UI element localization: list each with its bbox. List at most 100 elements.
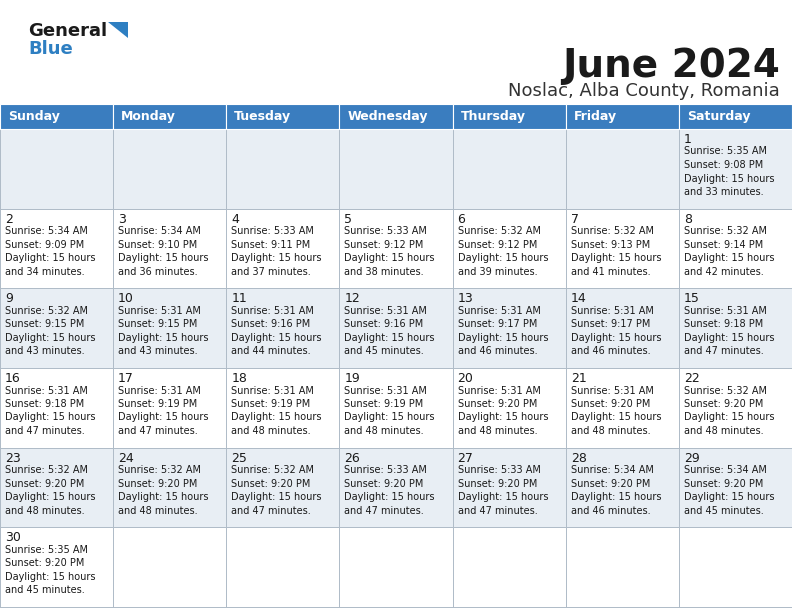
Text: Sunrise: 5:31 AM: Sunrise: 5:31 AM bbox=[5, 386, 88, 395]
Text: 20: 20 bbox=[458, 372, 474, 385]
Text: 18: 18 bbox=[231, 372, 247, 385]
Text: Sunrise: 5:35 AM: Sunrise: 5:35 AM bbox=[683, 146, 767, 157]
Text: Blue: Blue bbox=[28, 40, 73, 58]
Text: 4: 4 bbox=[231, 212, 239, 226]
Text: 10: 10 bbox=[118, 293, 134, 305]
Text: General: General bbox=[28, 22, 107, 40]
Text: Sunset: 9:20 PM: Sunset: 9:20 PM bbox=[5, 558, 85, 569]
Text: Daylight: 15 hours: Daylight: 15 hours bbox=[118, 253, 208, 263]
Text: 22: 22 bbox=[683, 372, 699, 385]
Text: Sunrise: 5:33 AM: Sunrise: 5:33 AM bbox=[231, 226, 314, 236]
Text: Daylight: 15 hours: Daylight: 15 hours bbox=[118, 492, 208, 502]
Bar bbox=[0, 129, 113, 209]
Text: Sunrise: 5:33 AM: Sunrise: 5:33 AM bbox=[345, 226, 428, 236]
Text: Daylight: 15 hours: Daylight: 15 hours bbox=[571, 412, 661, 422]
Text: Sunset: 9:09 PM: Sunset: 9:09 PM bbox=[5, 240, 84, 250]
Text: Daylight: 15 hours: Daylight: 15 hours bbox=[683, 412, 775, 422]
Text: and 38 minutes.: and 38 minutes. bbox=[345, 267, 424, 277]
Text: Sunset: 9:17 PM: Sunset: 9:17 PM bbox=[571, 319, 650, 329]
Text: Sunrise: 5:31 AM: Sunrise: 5:31 AM bbox=[231, 386, 314, 395]
Bar bbox=[340, 288, 452, 368]
Text: Daylight: 15 hours: Daylight: 15 hours bbox=[345, 333, 435, 343]
Text: Sunset: 9:08 PM: Sunset: 9:08 PM bbox=[683, 160, 763, 170]
Bar bbox=[340, 528, 452, 607]
Text: Daylight: 15 hours: Daylight: 15 hours bbox=[5, 253, 96, 263]
Text: Daylight: 15 hours: Daylight: 15 hours bbox=[118, 333, 208, 343]
Bar bbox=[565, 447, 679, 528]
Bar bbox=[452, 288, 565, 368]
Text: and 43 minutes.: and 43 minutes. bbox=[118, 346, 198, 356]
Text: 15: 15 bbox=[683, 293, 700, 305]
Text: and 37 minutes.: and 37 minutes. bbox=[231, 267, 311, 277]
Text: 5: 5 bbox=[345, 212, 352, 226]
Text: Daylight: 15 hours: Daylight: 15 hours bbox=[345, 412, 435, 422]
Text: 19: 19 bbox=[345, 372, 360, 385]
Text: Sunset: 9:12 PM: Sunset: 9:12 PM bbox=[458, 240, 537, 250]
Text: 28: 28 bbox=[571, 452, 587, 465]
Bar bbox=[0, 104, 113, 129]
Bar bbox=[340, 104, 452, 129]
Text: Sunset: 9:19 PM: Sunset: 9:19 PM bbox=[231, 399, 310, 409]
Text: Sunrise: 5:32 AM: Sunrise: 5:32 AM bbox=[571, 226, 653, 236]
Bar bbox=[227, 129, 340, 209]
Text: Sunset: 9:12 PM: Sunset: 9:12 PM bbox=[345, 240, 424, 250]
Text: Sunrise: 5:31 AM: Sunrise: 5:31 AM bbox=[231, 306, 314, 316]
Text: Daylight: 15 hours: Daylight: 15 hours bbox=[345, 492, 435, 502]
Text: 11: 11 bbox=[231, 293, 247, 305]
Text: Daylight: 15 hours: Daylight: 15 hours bbox=[231, 253, 322, 263]
Text: 29: 29 bbox=[683, 452, 699, 465]
Text: Sunset: 9:18 PM: Sunset: 9:18 PM bbox=[5, 399, 84, 409]
Bar bbox=[0, 288, 113, 368]
Text: and 48 minutes.: and 48 minutes. bbox=[231, 426, 311, 436]
Bar bbox=[452, 104, 565, 129]
Bar bbox=[113, 528, 227, 607]
Text: Sunset: 9:14 PM: Sunset: 9:14 PM bbox=[683, 240, 763, 250]
Bar bbox=[452, 528, 565, 607]
Text: 27: 27 bbox=[458, 452, 474, 465]
Text: Sunset: 9:10 PM: Sunset: 9:10 PM bbox=[118, 240, 197, 250]
Text: Sunrise: 5:31 AM: Sunrise: 5:31 AM bbox=[118, 386, 201, 395]
Bar bbox=[679, 288, 792, 368]
Text: Sunrise: 5:33 AM: Sunrise: 5:33 AM bbox=[458, 465, 540, 475]
Text: Sunrise: 5:31 AM: Sunrise: 5:31 AM bbox=[458, 386, 540, 395]
Bar bbox=[227, 104, 340, 129]
Text: Daylight: 15 hours: Daylight: 15 hours bbox=[683, 492, 775, 502]
Text: 23: 23 bbox=[5, 452, 21, 465]
Text: Sunset: 9:19 PM: Sunset: 9:19 PM bbox=[345, 399, 424, 409]
Text: Daylight: 15 hours: Daylight: 15 hours bbox=[458, 492, 548, 502]
Text: Sunrise: 5:32 AM: Sunrise: 5:32 AM bbox=[5, 465, 88, 475]
Text: Daylight: 15 hours: Daylight: 15 hours bbox=[683, 173, 775, 184]
Text: 17: 17 bbox=[118, 372, 134, 385]
Text: 14: 14 bbox=[571, 293, 586, 305]
Text: Sunrise: 5:32 AM: Sunrise: 5:32 AM bbox=[5, 306, 88, 316]
Bar bbox=[113, 447, 227, 528]
Text: Sunrise: 5:33 AM: Sunrise: 5:33 AM bbox=[345, 465, 428, 475]
Text: Sunrise: 5:31 AM: Sunrise: 5:31 AM bbox=[118, 306, 201, 316]
Bar bbox=[679, 129, 792, 209]
Bar bbox=[227, 528, 340, 607]
Text: and 47 minutes.: and 47 minutes. bbox=[345, 506, 425, 516]
Text: 30: 30 bbox=[5, 531, 21, 544]
Text: Sunrise: 5:35 AM: Sunrise: 5:35 AM bbox=[5, 545, 88, 555]
Text: and 43 minutes.: and 43 minutes. bbox=[5, 346, 85, 356]
Bar bbox=[0, 528, 113, 607]
Bar bbox=[227, 209, 340, 288]
Text: and 47 minutes.: and 47 minutes. bbox=[683, 346, 763, 356]
Text: Daylight: 15 hours: Daylight: 15 hours bbox=[231, 412, 322, 422]
Text: Sunrise: 5:31 AM: Sunrise: 5:31 AM bbox=[683, 306, 767, 316]
Text: Sunrise: 5:32 AM: Sunrise: 5:32 AM bbox=[458, 226, 541, 236]
Text: Sunrise: 5:34 AM: Sunrise: 5:34 AM bbox=[683, 465, 767, 475]
Text: and 41 minutes.: and 41 minutes. bbox=[571, 267, 650, 277]
Text: and 46 minutes.: and 46 minutes. bbox=[458, 346, 537, 356]
Text: Daylight: 15 hours: Daylight: 15 hours bbox=[5, 412, 96, 422]
Bar bbox=[679, 447, 792, 528]
Text: Daylight: 15 hours: Daylight: 15 hours bbox=[458, 333, 548, 343]
Text: and 48 minutes.: and 48 minutes. bbox=[118, 506, 198, 516]
Text: Wednesday: Wednesday bbox=[348, 110, 428, 123]
Text: Daylight: 15 hours: Daylight: 15 hours bbox=[571, 253, 661, 263]
Text: Daylight: 15 hours: Daylight: 15 hours bbox=[458, 253, 548, 263]
Text: Sunset: 9:20 PM: Sunset: 9:20 PM bbox=[683, 399, 763, 409]
Text: Saturday: Saturday bbox=[687, 110, 750, 123]
Bar bbox=[679, 368, 792, 447]
Bar bbox=[452, 368, 565, 447]
